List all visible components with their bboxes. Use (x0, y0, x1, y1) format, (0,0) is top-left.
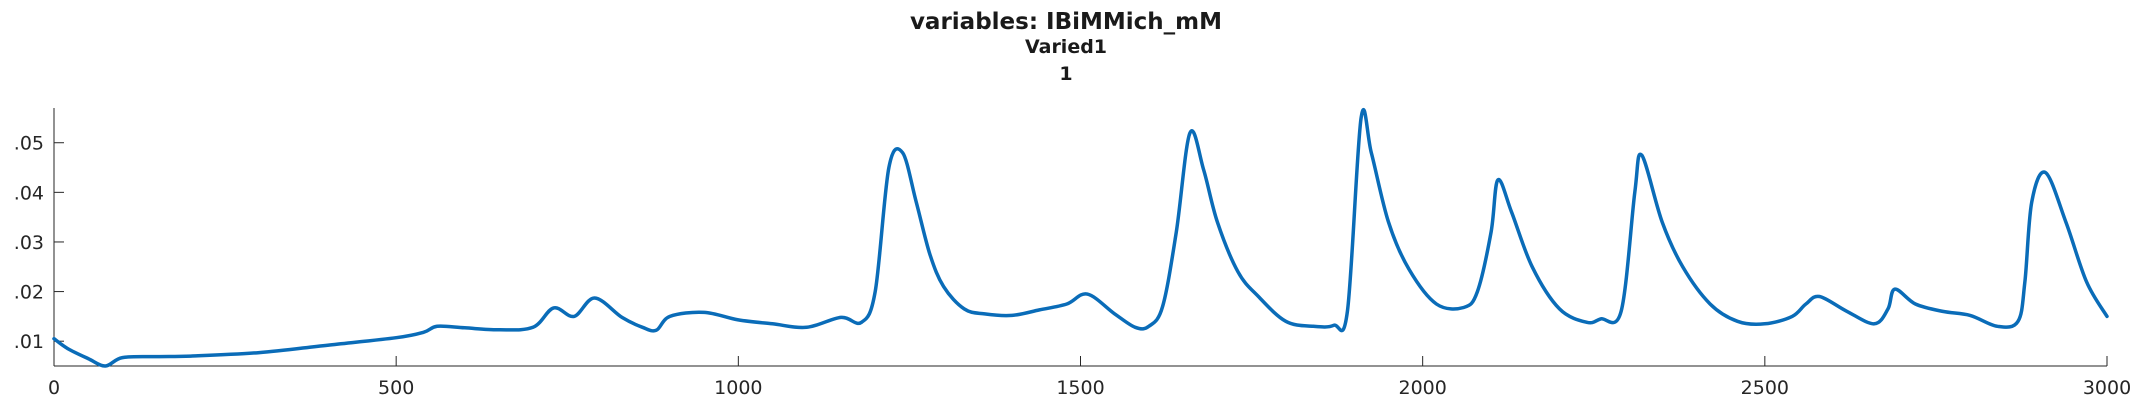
chart-subtitle-line-2: 1 (1059, 63, 1072, 85)
series-layer (52, 107, 2109, 368)
y-ticks: .01 .02 .03 .04 .05 (14, 133, 64, 353)
axes (53, 108, 2107, 367)
x-tick-label: 3000 (2083, 377, 2131, 399)
x-tick-label: 2500 (1741, 377, 1789, 399)
x-tick-label: 1000 (714, 377, 762, 399)
chart-subtitle-line-1: Varied1 (1025, 36, 1107, 58)
y-tick-label: .02 (14, 282, 44, 304)
x-ticks: 0 500 1000 1500 2000 2500 3000 (48, 356, 2131, 399)
x-tick-label: 1500 (1056, 377, 1104, 399)
x-tick-label: 2000 (1398, 377, 1446, 399)
series-line (52, 107, 2109, 368)
y-tick-label: .03 (14, 232, 44, 254)
y-tick-label: .04 (14, 182, 44, 204)
x-tick-label: 500 (378, 377, 414, 399)
chart-title: variables: IBiMMich_mM (910, 9, 1222, 35)
y-tick-label: .01 (14, 331, 44, 353)
x-tick-label: 0 (48, 377, 60, 399)
y-tick-label: .05 (14, 133, 44, 155)
